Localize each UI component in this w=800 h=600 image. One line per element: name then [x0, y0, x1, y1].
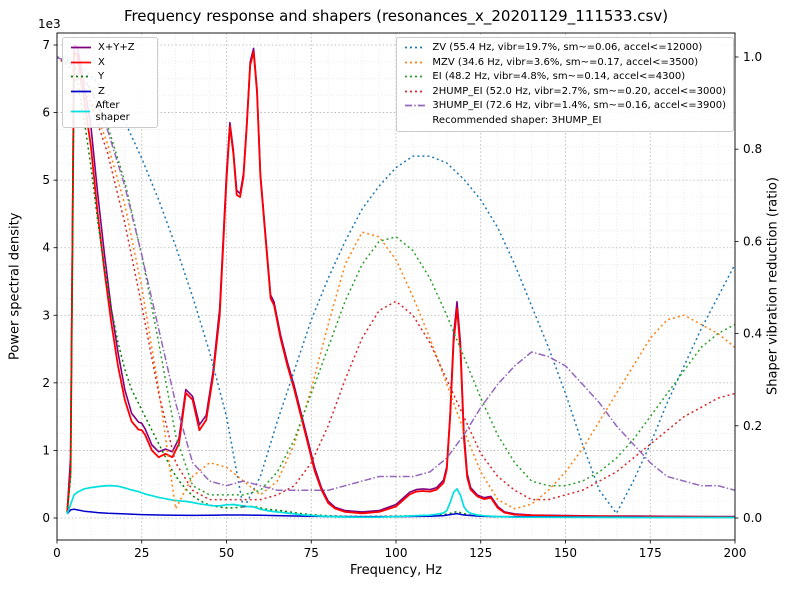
- legend-item-label: X+Y+Z: [98, 42, 135, 53]
- legend-shapers: ZV (55.4 Hz, vibr=19.7%, sm~=0.06, accel…: [396, 37, 734, 132]
- legend-item-mzv: MZV (34.6 Hz, vibr=3.6%, sm~=0.17, accel…: [404, 57, 726, 69]
- legend-item-label: 2HUMP_EI (52.0 Hz, vibr=2.7%, sm~=0.20, …: [432, 85, 726, 97]
- y-axis-label-right: Shaper vibration reduction (ratio): [765, 177, 781, 396]
- tick-marks: [53, 44, 739, 544]
- legend-item-y: Y: [70, 71, 150, 83]
- svg-text:4: 4: [42, 241, 50, 255]
- svg-text:0: 0: [42, 511, 50, 525]
- y2-tick-labels: 0.0 0.2 0.4 0.6 0.8 1.0: [743, 50, 762, 525]
- legend-item-zv: ZV (55.4 Hz, vibr=19.7%, sm~=0.06, accel…: [404, 42, 726, 54]
- svg-text:0.0: 0.0: [743, 511, 762, 525]
- legend-item-3hump_ei: 3HUMP_EI (72.6 Hz, vibr=1.4%, sm~=0.16, …: [404, 100, 726, 112]
- svg-text:150: 150: [554, 546, 577, 560]
- legend-item-2hump_ei: 2HUMP_EI (52.0 Hz, vibr=2.7%, sm~=0.20, …: [404, 86, 726, 98]
- legend-item-ei: EI (48.2 Hz, vibr=4.8%, sm~=0.14, accel<…: [404, 71, 726, 83]
- svg-text:100: 100: [385, 546, 408, 560]
- y-tick-labels: 0 1 2 3 4 5 6 7: [42, 38, 50, 525]
- curve-shaper-3hump_ei: [57, 56, 735, 492]
- svg-text:200: 200: [724, 546, 747, 560]
- svg-text:50: 50: [219, 546, 234, 560]
- curves: [57, 44, 735, 519]
- y-axis-offset-label: 1e3: [38, 17, 61, 31]
- curve-shaper-zv: [57, 56, 735, 515]
- legend-item-x: X: [70, 57, 150, 69]
- legend-item-label: After shaper: [95, 100, 130, 123]
- legend-line-sample: [405, 75, 426, 78]
- svg-text:0.4: 0.4: [743, 327, 762, 341]
- legend-item-label: EI (48.2 Hz, vibr=4.8%, sm~=0.14, accel<…: [432, 71, 686, 82]
- svg-text:6: 6: [42, 106, 50, 120]
- svg-text:0.2: 0.2: [743, 419, 762, 433]
- x-axis-label: Frequency, Hz: [349, 563, 443, 578]
- legend-shapers-entries: ZV (55.4 Hz, vibr=19.7%, sm~=0.06, accel…: [404, 42, 726, 112]
- svg-text:175: 175: [639, 546, 662, 560]
- svg-text:25: 25: [134, 546, 149, 560]
- svg-text:0.6: 0.6: [743, 234, 762, 248]
- legend-item-x-y-z: X+Y+Z: [70, 42, 150, 54]
- legend-item-label: Y: [98, 71, 105, 82]
- legend-line-sample: [71, 46, 91, 49]
- legend-line-sample: [405, 61, 426, 64]
- svg-text:125: 125: [469, 546, 492, 560]
- legend-psd: X+Y+Z X Y Z After shaper: [62, 37, 158, 128]
- svg-text:3: 3: [42, 308, 50, 322]
- legend-item-label: 3HUMP_EI (72.6 Hz, vibr=1.4%, sm~=0.16, …: [432, 100, 726, 111]
- svg-text:5: 5: [42, 173, 50, 187]
- svg-text:75: 75: [304, 546, 319, 560]
- legend-line-sample: [71, 75, 91, 78]
- legend-line-sample: [405, 46, 426, 49]
- svg-text:7: 7: [42, 38, 50, 52]
- legend-item-label: X: [98, 56, 105, 68]
- curve-psd-y: [66, 78, 735, 519]
- svg-text:0.8: 0.8: [743, 142, 762, 156]
- legend-line-sample: [71, 90, 91, 93]
- y-axis-label-left: Power spectral density: [7, 212, 23, 361]
- legend-item-label: MZV (34.6 Hz, vibr=3.6%, sm~=0.17, accel…: [432, 56, 699, 68]
- curve-psd-x: [66, 50, 735, 518]
- legend-line-sample: [405, 104, 426, 107]
- svg-text:2: 2: [42, 376, 50, 390]
- chart-title: Frequency response and shapers (resonanc…: [123, 7, 669, 25]
- legend-item-z: Z: [70, 86, 150, 98]
- svg-text:1.0: 1.0: [743, 50, 762, 64]
- x-tick-labels: 0 25 50 75 100 125 150 175 200: [53, 546, 746, 560]
- curve-psd-after-shaper: [66, 484, 735, 519]
- legend-item-label: ZV (55.4 Hz, vibr=19.7%, sm~=0.06, accel…: [432, 42, 703, 53]
- legend-line-sample: [71, 61, 91, 64]
- legend-line-sample: [405, 90, 426, 93]
- svg-text:1: 1: [42, 443, 50, 457]
- curve-psd-z: [66, 508, 735, 519]
- legend-item-label: Z: [98, 85, 105, 97]
- curve-shaper-mzv: [57, 56, 735, 510]
- curve-shaper-2hump_ei: [57, 56, 735, 501]
- recommended-shaper-note: Recommended shaper: 3HUMP_EI: [432, 114, 602, 126]
- svg-text:0: 0: [53, 546, 61, 560]
- legend-line-sample: [71, 110, 90, 113]
- legend-item-after-shaper: After shaper: [70, 100, 150, 123]
